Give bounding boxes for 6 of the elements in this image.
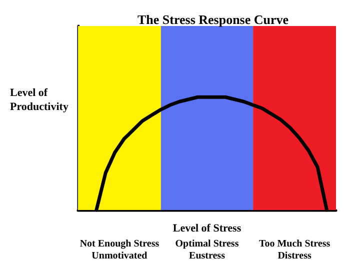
text: Not Enough Stress Unmotivated — [80, 238, 160, 262]
x-axis-title: Level of Stress — [172, 222, 242, 234]
text: Optimal Stress Eustress — [175, 238, 239, 262]
text: Too Much Stress Distress — [258, 238, 330, 262]
chart-title: The Stress Response Curve — [137, 12, 289, 27]
y-axis-title: Level of Productivity — [10, 87, 69, 113]
